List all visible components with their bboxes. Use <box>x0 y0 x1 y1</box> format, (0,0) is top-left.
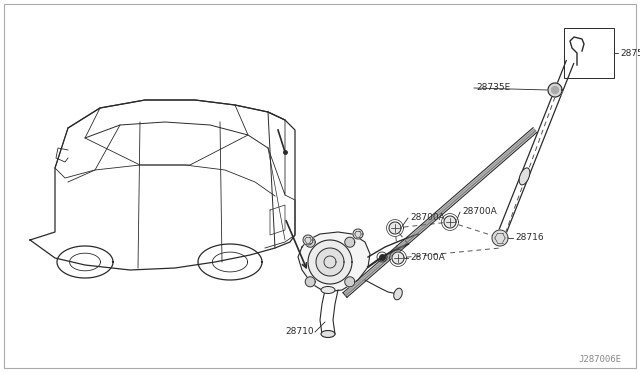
Polygon shape <box>492 230 508 246</box>
Polygon shape <box>389 222 401 234</box>
Polygon shape <box>344 129 536 296</box>
Polygon shape <box>444 216 456 228</box>
Ellipse shape <box>321 286 335 294</box>
Polygon shape <box>303 235 313 245</box>
Text: 28735E: 28735E <box>476 83 510 93</box>
Polygon shape <box>353 229 363 239</box>
Polygon shape <box>345 237 355 247</box>
Polygon shape <box>305 277 316 287</box>
Ellipse shape <box>519 168 530 185</box>
Polygon shape <box>345 277 355 287</box>
Ellipse shape <box>394 288 403 300</box>
Bar <box>564 28 614 78</box>
Text: 28700A: 28700A <box>410 214 445 222</box>
Text: 28716: 28716 <box>515 234 543 243</box>
Text: 28700A: 28700A <box>410 253 445 263</box>
Polygon shape <box>298 232 370 292</box>
Ellipse shape <box>321 330 335 337</box>
Text: 28755: 28755 <box>620 48 640 58</box>
Text: 28710: 28710 <box>285 327 314 337</box>
Polygon shape <box>548 83 562 97</box>
Polygon shape <box>308 240 352 284</box>
Polygon shape <box>316 248 344 276</box>
Polygon shape <box>305 237 316 247</box>
Polygon shape <box>552 87 559 93</box>
Polygon shape <box>392 252 404 264</box>
Text: 28700A: 28700A <box>462 208 497 217</box>
Text: J287006E: J287006E <box>579 356 621 365</box>
